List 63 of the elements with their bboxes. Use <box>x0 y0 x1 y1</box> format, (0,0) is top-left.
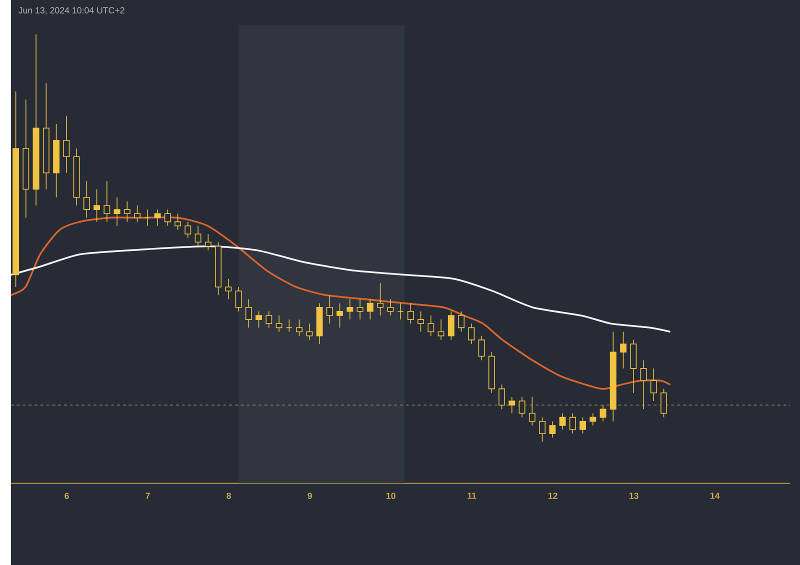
candlestick <box>448 310 454 340</box>
candlestick <box>458 310 465 332</box>
candlestick <box>580 416 586 434</box>
candlestick <box>528 396 536 426</box>
candlestick <box>94 188 100 222</box>
candlestick <box>518 396 526 418</box>
x-tick-label: 7 <box>146 492 150 499</box>
x-tick-label: 11 <box>468 492 476 499</box>
candlestick <box>276 315 282 332</box>
candlestick <box>640 360 647 410</box>
candlestick <box>83 180 90 218</box>
candlestick <box>174 213 182 230</box>
candlestick <box>124 200 130 222</box>
candlestick <box>590 412 596 426</box>
candlestick <box>144 209 151 226</box>
candlestick <box>569 412 576 434</box>
candlestick <box>366 298 374 320</box>
candlestick <box>377 282 384 316</box>
candlestick <box>468 323 475 344</box>
candlestick <box>266 310 272 328</box>
candlestick <box>164 209 171 226</box>
x-tick-label: 8 <box>226 492 232 499</box>
x-tick-label: 14 <box>710 492 720 499</box>
candlestick <box>204 234 212 251</box>
candlestick <box>245 298 252 328</box>
candlestick <box>600 404 606 422</box>
candlestick <box>346 298 354 320</box>
candlestick <box>184 221 192 238</box>
candlestick <box>63 115 70 174</box>
text: Jun 13, 2024 10:04 UTC+2 <box>18 7 124 14</box>
candlestick <box>134 205 141 222</box>
candlestick <box>407 302 414 324</box>
candlestick <box>397 302 404 320</box>
candlestick <box>154 209 161 226</box>
candlestick <box>256 310 262 328</box>
x-tick-label: 10 <box>386 492 396 499</box>
x-tick-label: 13 <box>629 492 638 499</box>
x-tick-label: 12 <box>548 492 558 499</box>
candlestick <box>356 298 364 320</box>
candlestick <box>114 196 120 226</box>
candlestick <box>225 278 232 300</box>
candlestick <box>438 319 444 340</box>
candlestick <box>336 302 344 328</box>
x-tick-label: 9 <box>308 492 312 499</box>
x-tick-label: 6 <box>64 492 69 499</box>
candlestick <box>418 310 424 332</box>
candlestick <box>498 384 506 410</box>
candlestick <box>549 420 556 438</box>
candlestick <box>478 335 485 361</box>
candlestick <box>650 368 657 402</box>
candlestick <box>306 323 313 340</box>
candlestick <box>286 319 292 332</box>
candlestick <box>508 396 516 414</box>
candlestick <box>559 412 566 430</box>
candlestick <box>387 298 394 316</box>
candlestick <box>620 331 627 369</box>
candlestick <box>539 416 546 442</box>
candlestick <box>296 319 303 336</box>
candlestick <box>660 388 668 418</box>
candlestick <box>428 315 434 336</box>
candlestick <box>326 294 333 324</box>
candlestick <box>104 180 110 222</box>
candlestick <box>194 225 202 247</box>
